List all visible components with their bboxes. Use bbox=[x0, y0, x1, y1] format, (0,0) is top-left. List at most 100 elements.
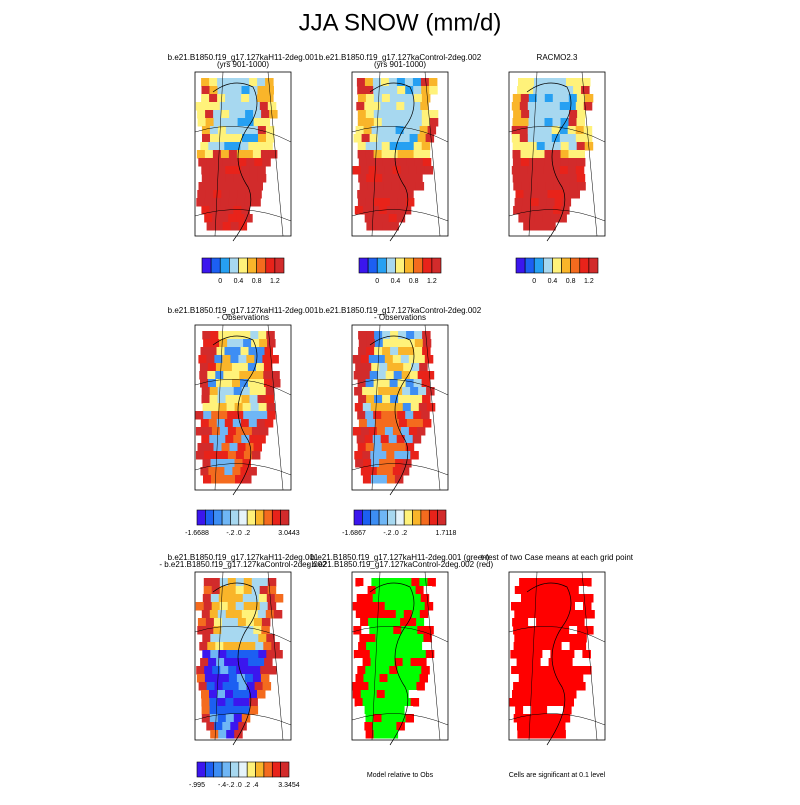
map-cell bbox=[523, 190, 532, 199]
panel-title: (yrs 901-1000) bbox=[217, 60, 269, 69]
map-cell bbox=[213, 443, 222, 452]
map-cell bbox=[406, 395, 415, 404]
map-cell bbox=[205, 626, 214, 635]
map-cell bbox=[359, 586, 369, 595]
map-cell bbox=[406, 339, 416, 348]
map-cell bbox=[564, 658, 574, 667]
map-cell bbox=[251, 602, 261, 611]
panel-title: t-test of two Case means at each grid po… bbox=[481, 553, 634, 562]
map-cell bbox=[381, 86, 390, 95]
map-cell bbox=[399, 634, 408, 643]
map-cell bbox=[233, 395, 242, 404]
map-cell bbox=[353, 134, 363, 143]
map-cell bbox=[201, 387, 211, 396]
map-cell bbox=[241, 690, 250, 699]
map-cell bbox=[520, 150, 529, 159]
map-cell bbox=[404, 78, 414, 87]
map-cell bbox=[266, 650, 275, 659]
map-cell bbox=[258, 134, 267, 143]
map-cell bbox=[559, 134, 569, 143]
colorbar-box bbox=[201, 257, 212, 274]
map-cell bbox=[197, 443, 206, 452]
map-cell bbox=[357, 411, 366, 420]
map-cell bbox=[251, 411, 260, 420]
map-cell bbox=[380, 435, 390, 444]
map-cell bbox=[226, 403, 236, 412]
map-cell bbox=[216, 467, 225, 476]
meridian bbox=[508, 71, 606, 237]
map-cell bbox=[405, 198, 415, 207]
map-cell bbox=[561, 594, 570, 603]
map-cell bbox=[376, 427, 386, 436]
map-cell bbox=[211, 475, 220, 484]
map-cell bbox=[209, 698, 218, 707]
map-cell bbox=[217, 126, 227, 135]
map-cell bbox=[422, 158, 432, 167]
map-cell bbox=[532, 658, 542, 667]
map-cell bbox=[527, 602, 536, 611]
map-cell bbox=[357, 94, 367, 103]
map-cell bbox=[372, 435, 382, 444]
colorbar-box bbox=[255, 761, 265, 778]
map-cell bbox=[544, 142, 554, 151]
map-cell bbox=[561, 714, 571, 723]
map-cell bbox=[530, 634, 539, 643]
map-cell bbox=[374, 174, 383, 183]
map-cell bbox=[406, 331, 415, 340]
map-cell bbox=[405, 150, 415, 159]
map-cell bbox=[562, 610, 571, 619]
map-cell bbox=[382, 158, 392, 167]
map-cell bbox=[410, 403, 420, 412]
map-cell bbox=[198, 682, 208, 691]
map-cell bbox=[371, 459, 380, 468]
map-cell bbox=[378, 387, 387, 396]
map-cell bbox=[576, 150, 585, 159]
map-cell bbox=[385, 650, 395, 659]
map-cell bbox=[527, 126, 537, 135]
map-cell bbox=[249, 395, 258, 404]
map-cell bbox=[526, 650, 535, 659]
map-cell bbox=[365, 118, 375, 127]
map-cell bbox=[389, 198, 399, 207]
map-cell bbox=[413, 666, 422, 675]
map-cell bbox=[381, 379, 391, 388]
map-cell bbox=[376, 467, 386, 476]
map-cell bbox=[213, 110, 222, 119]
map-cell bbox=[552, 142, 562, 151]
map-cell bbox=[386, 475, 396, 484]
map-cell bbox=[209, 78, 218, 87]
map-cell bbox=[405, 379, 415, 388]
map-cell bbox=[512, 94, 522, 103]
map-cell bbox=[417, 134, 427, 143]
map-cell bbox=[251, 586, 261, 595]
map-cell bbox=[224, 379, 233, 388]
map-cell bbox=[358, 419, 368, 428]
map-cell bbox=[363, 126, 373, 135]
map-cell bbox=[398, 419, 408, 428]
map-cell bbox=[205, 443, 214, 452]
map-cell bbox=[420, 78, 430, 87]
map-cell bbox=[241, 435, 250, 444]
map-cell bbox=[224, 467, 233, 476]
map-cell bbox=[390, 347, 399, 356]
map-cell bbox=[517, 86, 526, 95]
colorbar-label: .4 bbox=[253, 782, 259, 789]
map-cell bbox=[371, 674, 380, 683]
map-cell bbox=[569, 182, 578, 191]
map-cell bbox=[230, 682, 240, 691]
map-cell bbox=[209, 166, 218, 175]
map-cell bbox=[416, 427, 426, 436]
map-cell bbox=[381, 110, 391, 119]
map-cell bbox=[216, 419, 226, 428]
map-cell bbox=[546, 634, 555, 643]
map-cell bbox=[364, 706, 374, 715]
map-cell bbox=[371, 610, 381, 619]
meridian bbox=[351, 324, 449, 491]
map-cell bbox=[387, 578, 396, 587]
map-cell bbox=[404, 435, 414, 444]
map-cell bbox=[217, 78, 226, 87]
map-cell bbox=[378, 475, 388, 484]
map bbox=[351, 571, 449, 746]
map-cell bbox=[217, 690, 226, 699]
map-cell bbox=[395, 126, 405, 135]
